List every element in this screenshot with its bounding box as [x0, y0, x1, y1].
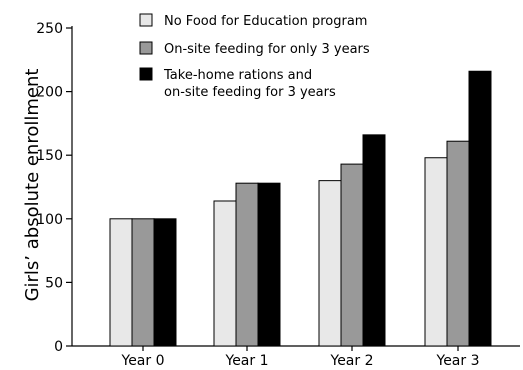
legend-label: on-site feeding for 3 years: [164, 85, 336, 100]
x-tick-label: Year 1: [225, 353, 269, 369]
bar: [153, 218, 177, 347]
bar: [468, 70, 492, 347]
bar: [109, 218, 133, 347]
bar: [362, 134, 386, 347]
x-tick-label: Year 0: [121, 353, 165, 369]
legend-label: On-site feeding for only 3 years: [164, 42, 370, 57]
bar: [257, 182, 281, 347]
bars: [109, 70, 492, 347]
legend-swatch: [139, 67, 153, 81]
axes: 0 50 100 150 200 250 Year 0 Year 1 Year 2 Year 3: [36, 21, 520, 369]
legend-label: No Food for Education program: [164, 14, 367, 29]
bar: [318, 180, 342, 347]
y-tick-label: 200: [36, 85, 63, 101]
x-tick-label: Year 3: [436, 353, 480, 369]
y-tick-label: 250: [36, 21, 63, 37]
bar: [446, 140, 470, 347]
y-tick-label: 100: [36, 212, 63, 228]
bar: [213, 200, 237, 347]
bar: [131, 218, 155, 347]
legend-swatch: [139, 13, 153, 27]
y-tick-label: 150: [36, 148, 63, 164]
y-tick-label: 0: [54, 339, 63, 355]
legend-label: Take-home rations and: [163, 68, 312, 83]
x-tick-label: Year 2: [330, 353, 374, 369]
bar: [424, 157, 448, 347]
legend: No Food for Education program On-site fee…: [139, 13, 370, 100]
y-tick-label: 50: [45, 275, 63, 291]
bar: [340, 163, 364, 347]
bar: [235, 182, 259, 347]
legend-swatch: [139, 41, 153, 55]
y-axis-label: Girls’ absolute enrollment: [22, 69, 43, 302]
